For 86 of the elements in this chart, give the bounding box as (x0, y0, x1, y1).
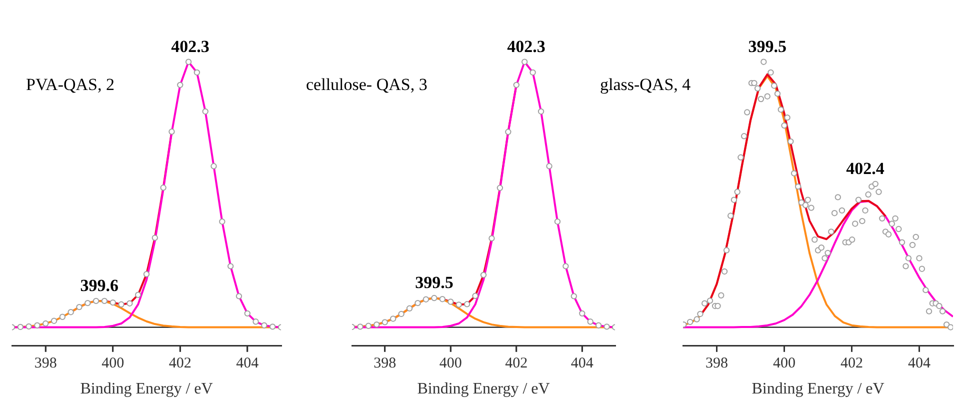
x-tick-label: 404 (236, 356, 260, 372)
point (168, 128, 175, 135)
point (219, 218, 226, 225)
x-tick-label: 398 (706, 356, 728, 372)
point (152, 234, 158, 241)
point (143, 271, 150, 278)
point (92, 298, 100, 304)
point (160, 184, 166, 191)
annotation: 399.5 (415, 273, 454, 292)
point (59, 314, 66, 320)
x-axis-title: Binding Energy / eV (417, 380, 550, 398)
point (126, 300, 133, 306)
annotation: 399.5 (748, 36, 786, 56)
point (227, 263, 234, 270)
point (261, 322, 268, 328)
point (414, 300, 421, 306)
point (236, 293, 242, 300)
point (554, 218, 561, 225)
x-tick-label: 404 (908, 356, 931, 372)
point (110, 299, 116, 306)
point (42, 320, 49, 327)
point (17, 324, 24, 330)
point (448, 298, 454, 305)
point (521, 58, 528, 65)
point (546, 163, 552, 170)
point (269, 324, 276, 330)
point (480, 272, 487, 278)
point (84, 300, 91, 306)
point (496, 184, 504, 191)
point (595, 322, 602, 328)
annotation: 399.6 (80, 276, 119, 295)
point (390, 316, 396, 322)
point (530, 69, 536, 76)
point (68, 308, 74, 316)
point (472, 292, 478, 300)
point (118, 301, 124, 308)
point (76, 304, 82, 310)
x-tick-label: 402 (168, 356, 192, 372)
annotation: glass-QAS, 4 (600, 75, 692, 94)
point (357, 324, 364, 330)
point (422, 296, 430, 302)
x-tick-label: 402 (840, 356, 863, 372)
point (538, 108, 544, 115)
point (382, 319, 388, 326)
annotation: 402.3 (171, 36, 210, 56)
point (431, 294, 438, 302)
point (604, 324, 610, 330)
x-tick-label: 398 (34, 356, 57, 372)
x-tick-label: 402 (505, 356, 528, 372)
point (505, 128, 512, 136)
point (488, 235, 495, 242)
annotation: cellulose- QAS, 3 (306, 75, 428, 94)
point (177, 82, 184, 88)
annotation: 402.3 (507, 36, 546, 56)
point (26, 323, 32, 330)
point (406, 305, 413, 312)
point (570, 293, 578, 300)
x-tick-label: 398 (374, 356, 396, 372)
x-axis-title: Binding Energy / eV (80, 380, 214, 398)
point (513, 82, 520, 88)
x-tick-label: 400 (439, 356, 462, 372)
point (464, 301, 470, 308)
point (587, 318, 594, 325)
point (134, 292, 142, 298)
point (185, 58, 192, 65)
point (562, 263, 569, 270)
point (194, 69, 200, 76)
point (456, 302, 462, 308)
x-tick-label: 400 (773, 356, 796, 372)
point (365, 322, 372, 329)
annotation: PVA-QAS, 2 (26, 75, 114, 94)
point (579, 310, 586, 317)
point (398, 310, 404, 318)
point (101, 298, 108, 304)
x-tick-label: 404 (570, 356, 594, 372)
x-axis-title: Binding Energy / eV (752, 380, 885, 398)
point (50, 318, 58, 324)
point (374, 321, 380, 328)
point (244, 310, 250, 317)
point (252, 318, 259, 325)
point (439, 296, 446, 302)
point (202, 108, 208, 115)
x-tick-label: 400 (102, 356, 124, 372)
point (34, 322, 40, 328)
point (210, 163, 217, 170)
annotation: 402.4 (846, 158, 885, 178)
